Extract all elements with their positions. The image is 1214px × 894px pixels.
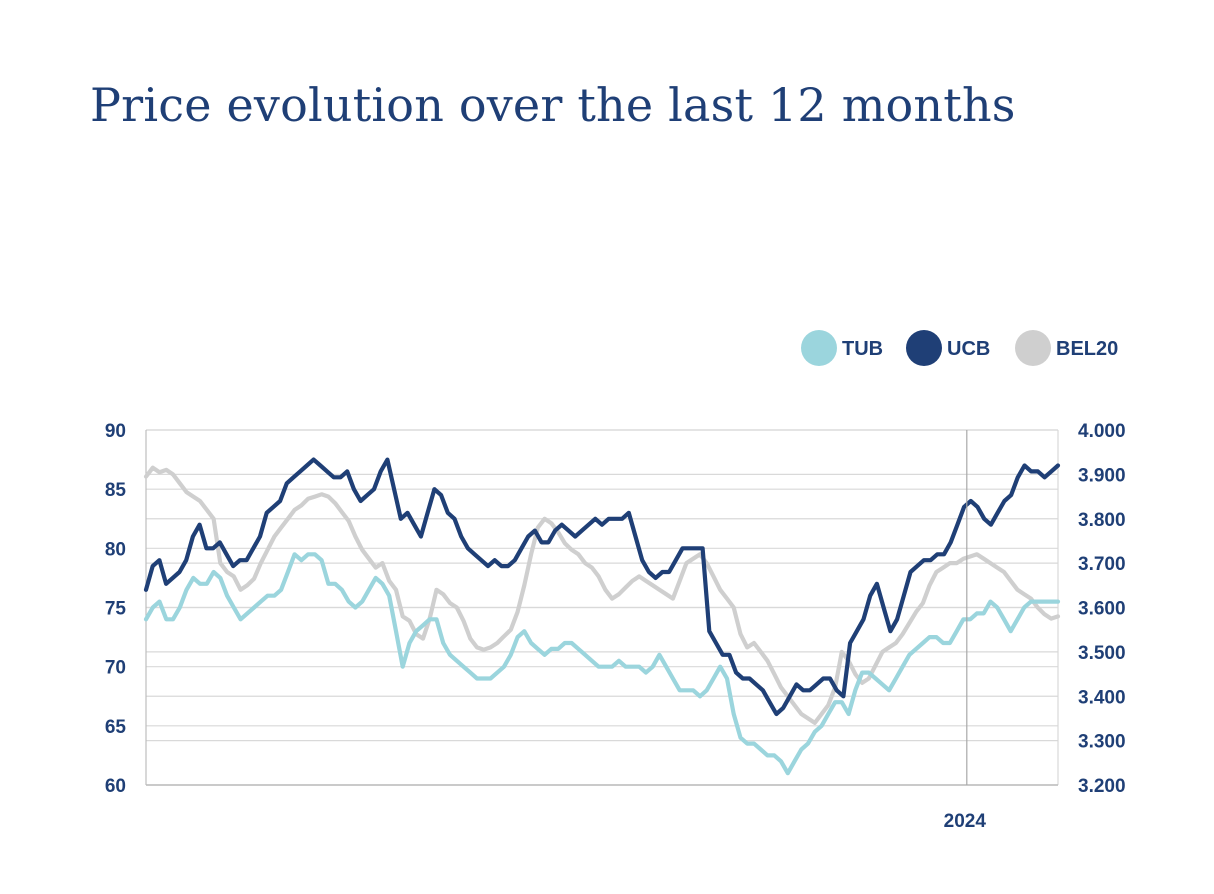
- x-axis-ticks: 2024: [944, 430, 987, 832]
- legend-swatch: [1015, 330, 1051, 366]
- right-tick-label: 3.600: [1078, 599, 1126, 620]
- x-tick-label: 2024: [944, 811, 987, 832]
- right-tick-label: 3.300: [1078, 732, 1126, 753]
- legend-swatch: [906, 330, 942, 366]
- legend-item-tub: TUB: [801, 330, 883, 366]
- right-tick-label: 3.400: [1078, 687, 1126, 708]
- series-line-tub: [143, 552, 1061, 776]
- series-line-ucb: [143, 457, 1061, 717]
- right-tick-label: 3.500: [1078, 643, 1126, 664]
- legend: TUB UCB BEL20: [801, 330, 1118, 366]
- legend-label: TUB: [842, 338, 883, 360]
- left-tick-label: 75: [105, 599, 127, 620]
- left-tick-label: 80: [105, 539, 126, 560]
- right-tick-label: 3.800: [1078, 510, 1126, 531]
- grid-lines: [145, 429, 1059, 786]
- left-tick-label: 90: [105, 421, 126, 442]
- series-line-bel20: [143, 465, 1061, 725]
- right-tick-label: 3.900: [1078, 465, 1126, 486]
- legend-swatch: [801, 330, 837, 366]
- legend-item-ucb: UCB: [906, 330, 990, 366]
- legend-item-bel20: BEL20: [1015, 330, 1118, 366]
- left-tick-label: 85: [105, 480, 127, 501]
- legend-label: BEL20: [1056, 338, 1118, 360]
- right-tick-label: 4.000: [1078, 421, 1126, 442]
- left-axis-ticks: 60 65 70 75 80 85 90: [105, 421, 127, 797]
- legend-label: UCB: [947, 338, 990, 360]
- right-axis-ticks: 3.200 3.300 3.400 3.500 3.600 3.700 3.800 3.900…: [1078, 421, 1126, 797]
- right-tick-label: 3.200: [1078, 776, 1126, 797]
- left-tick-label: 60: [105, 776, 126, 797]
- right-tick-label: 3.700: [1078, 554, 1126, 575]
- chart-title: Price evolution over the last 12 months: [90, 78, 1016, 132]
- left-tick-label: 65: [105, 717, 127, 738]
- series-lines: [143, 457, 1061, 776]
- left-tick-label: 70: [105, 658, 126, 679]
